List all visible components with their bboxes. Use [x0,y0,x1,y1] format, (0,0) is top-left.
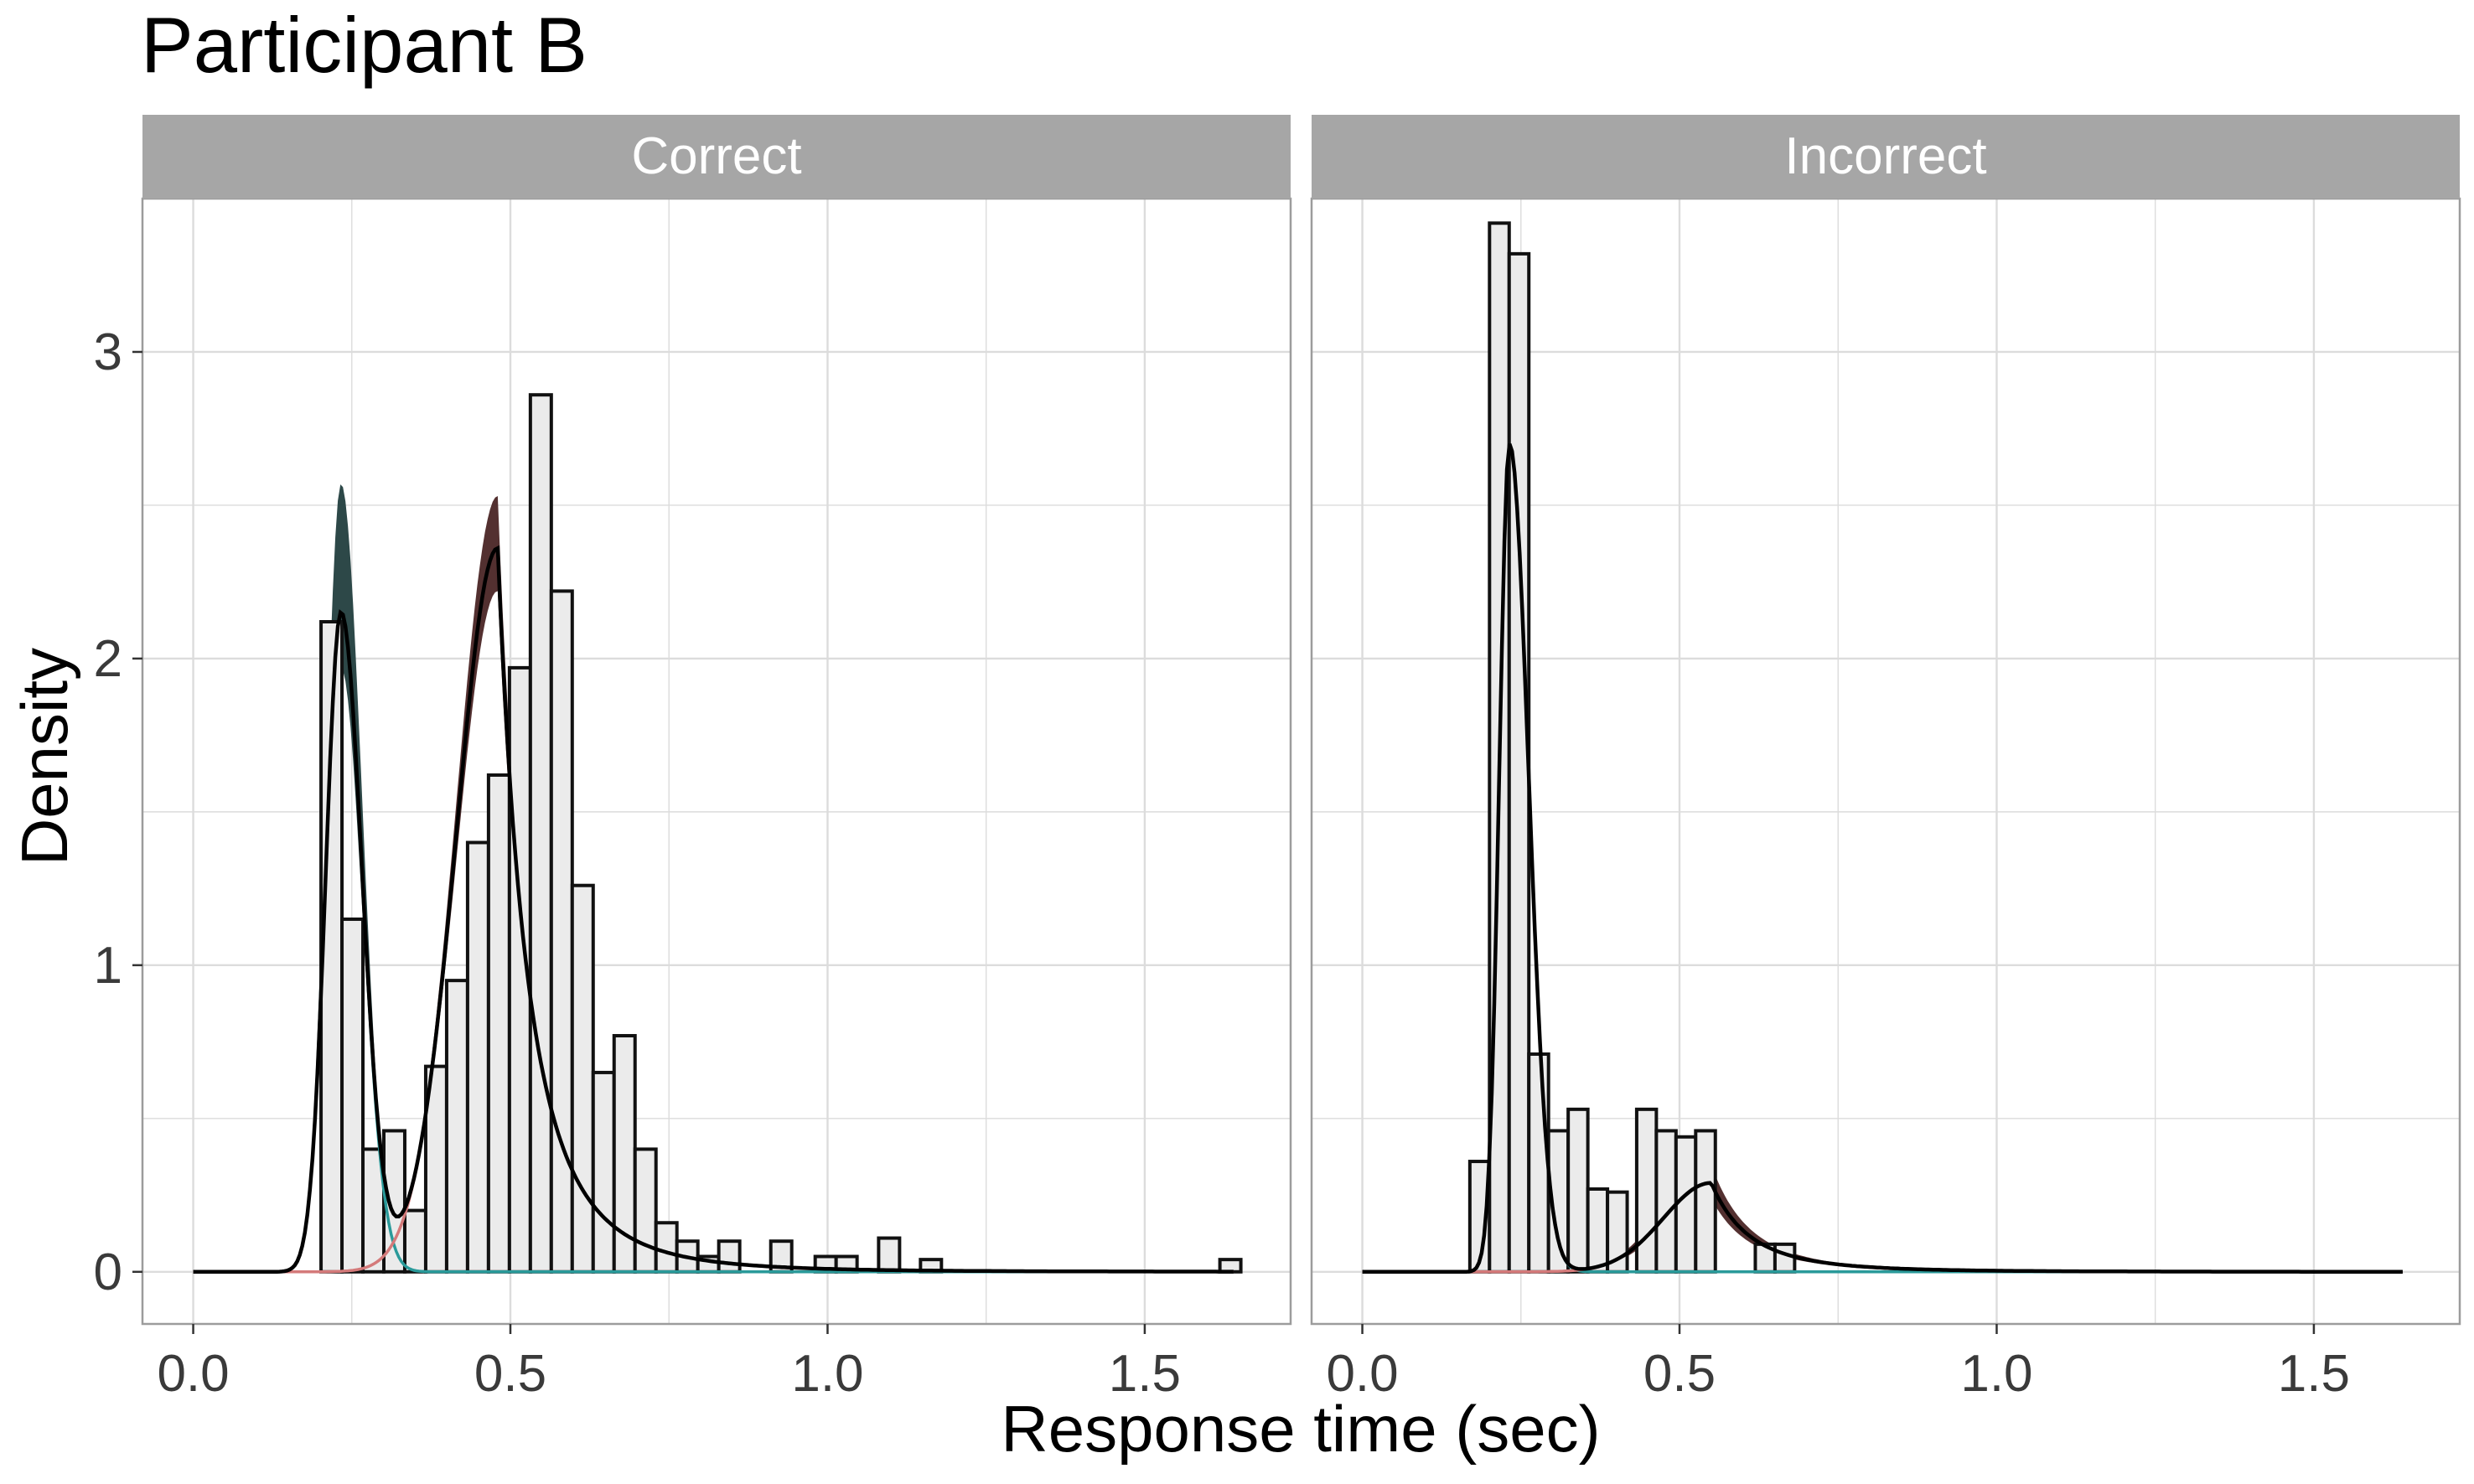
histogram-bar [1654,1129,1678,1274]
panel-incorrect-grid [1312,198,2460,1324]
histogram-bar [1634,1107,1659,1274]
histogram-bar [591,1070,616,1274]
histogram-bar [1773,1242,1797,1274]
histogram-bar [1566,1107,1590,1274]
y-tick-label: 3 [94,323,122,381]
histogram-bar [633,1147,658,1274]
histogram-bar [465,840,490,1274]
histogram-bar [444,979,469,1274]
panel-correct-strip-label: Correct [631,127,801,185]
x-tick-label: 1.0 [1960,1345,2032,1403]
histogram-bar [549,589,574,1274]
x-tick-label: 0.5 [474,1345,546,1403]
panel-correct-x-ticks: 0.0 0.5 1.0 1.5 [157,1324,1181,1403]
x-tick-label: 0.0 [1326,1345,1398,1403]
x-tick-label: 1.5 [2278,1345,2350,1403]
x-tick-label: 1.5 [1109,1345,1181,1403]
histogram-bar [717,1239,742,1274]
total-density-line [1362,442,2403,1275]
y-tick-label: 2 [94,630,122,688]
histogram-bar [486,773,511,1274]
histogram-bar [1674,1135,1698,1274]
histogram-bar [570,883,595,1274]
y-tick-label: 1 [94,937,122,995]
x-axis-label: Response time (sec) [1001,1392,1600,1466]
plot-background [142,199,1291,1324]
x-tick-label: 0.0 [157,1345,229,1403]
total-density-line [193,545,1234,1275]
histogram-bar [1507,251,1531,1274]
histogram-bar [402,1208,427,1274]
panel-correct-histogram [319,393,1243,1274]
histogram-bar [654,1221,679,1274]
panel-incorrect-strip [1312,115,2460,199]
panel-correct: Correct 0.0 0.5 1.0 1.5 0 1 2 3 [94,115,1292,1403]
histogram-bar [1586,1187,1610,1274]
y-tick-label: 0 [94,1244,122,1301]
histogram-bar [877,1236,902,1274]
panel-incorrect-strip-label: Incorrect [1784,127,1986,185]
x-tick-label: 1.0 [791,1345,863,1403]
panel-incorrect: Incorrect 0.0 0.5 1.0 1.5 [1310,115,2461,1403]
y-axis-label: Density [8,648,81,866]
panel-correct-y-ticks: 0 1 2 3 [94,323,142,1301]
panel-incorrect-density-lines [1362,442,2403,1275]
panel-incorrect-x-ticks: 0.0 0.5 1.0 1.5 [1326,1324,2350,1403]
x-tick-label: 0.5 [1643,1345,1716,1403]
histogram-bar [361,1147,386,1274]
histogram-bar [1527,1052,1550,1274]
panel-correct-strip [142,115,1291,199]
histogram-bar [1694,1129,1717,1274]
histogram-bar [528,393,553,1274]
chart-title: Participant B [141,1,587,89]
panel-correct-density-lines [193,545,1234,1275]
histogram-bar [340,917,365,1274]
plot-background [1312,199,2460,1324]
panel-correct-grid [142,198,1291,1324]
